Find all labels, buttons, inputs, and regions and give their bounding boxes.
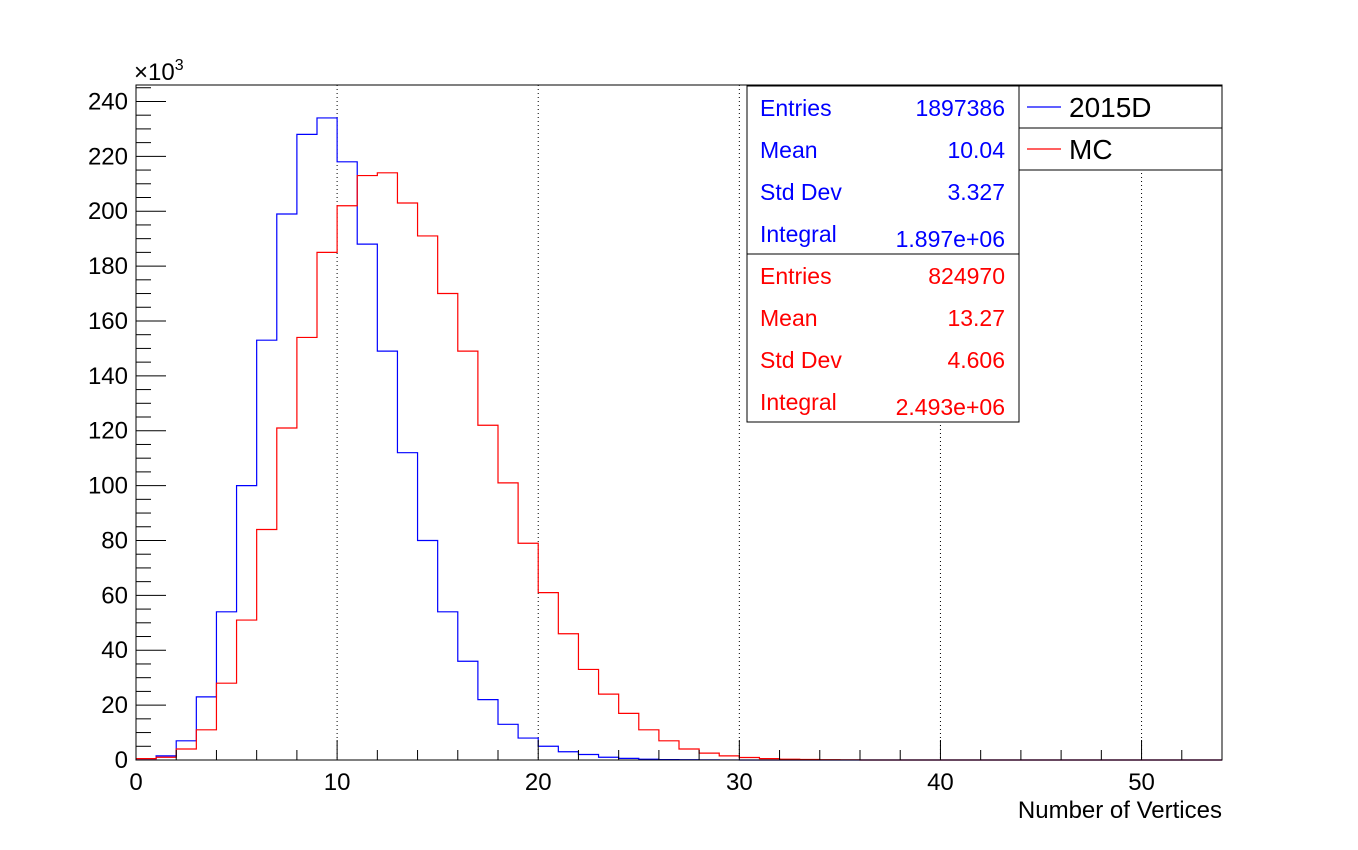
stats-label: Entries	[760, 263, 832, 289]
y-tick-label: 0	[115, 747, 128, 774]
stats-label: Mean	[760, 137, 818, 163]
x-axis-title: Number of Vertices	[1018, 797, 1222, 824]
y-axis-multiplier-exponent: 3	[175, 57, 184, 74]
stats-value: 4.606	[947, 347, 1005, 373]
y-tick-label: 40	[101, 637, 128, 664]
x-tick-label: 30	[726, 769, 753, 796]
stats-label: Std Dev	[760, 347, 842, 373]
legend: 2015D MC	[1018, 85, 1223, 171]
stats-value: 13.27	[947, 305, 1005, 331]
y-tick-label: 100	[88, 473, 128, 500]
plot-frame	[135, 84, 1223, 761]
stats-label: Integral	[760, 389, 837, 415]
x-tick-label: 10	[324, 769, 351, 796]
stats-label: Entries	[760, 95, 832, 121]
legend-entry-2015d: 2015D	[1069, 92, 1152, 123]
y-tick-label: 20	[101, 692, 128, 719]
x-tick-label: 40	[927, 769, 954, 796]
stats-label: Mean	[760, 305, 818, 331]
y-tick-label: 80	[101, 527, 128, 554]
stats-box-frame	[746, 253, 1020, 423]
stats-box-2015d: Entries 1897386 Mean 10.04 Std Dev 3.327 Integ…	[746, 85, 1020, 255]
y-axis-multiplier: ×103	[134, 57, 184, 86]
y-tick-label: 60	[101, 582, 128, 609]
stats-label: Integral	[760, 221, 837, 247]
y-tick-label: 120	[88, 418, 128, 445]
stats-value: 1.897e+06	[896, 226, 1005, 252]
y-tick-label: 160	[88, 308, 128, 335]
stats-label: Std Dev	[760, 179, 842, 205]
axes: 0 10 20 30 40 50 0 20 40 60 80 100 120 140 160 180 200 22…	[88, 87, 1223, 796]
x-tick-label: 50	[1128, 769, 1155, 796]
stats-value: 2.493e+06	[896, 394, 1005, 420]
y-tick-label: 180	[88, 253, 128, 280]
stats-value: 1897386	[915, 95, 1005, 121]
y-tick-label: 140	[88, 363, 128, 390]
stats-boxes: Entries 1897386 Mean 10.04 Std Dev 3.327 Integ…	[746, 85, 1020, 423]
stats-value: 824970	[928, 263, 1005, 289]
x-tick-label: 20	[525, 769, 552, 796]
stats-box-mc: Entries 824970 Mean 13.27 Std Dev 4.606 Integr…	[746, 253, 1020, 423]
stats-box-frame	[746, 85, 1020, 255]
y-tick-label: 220	[88, 143, 128, 170]
x-tick-label: 0	[129, 769, 142, 796]
y-tick-label: 240	[88, 88, 128, 115]
axis-labels: Number of Vertices ×103	[134, 57, 1222, 824]
legend-entry-mc: MC	[1069, 134, 1113, 165]
y-tick-label: 200	[88, 198, 128, 225]
stats-value: 3.327	[947, 179, 1005, 205]
stats-value: 10.04	[947, 137, 1005, 163]
